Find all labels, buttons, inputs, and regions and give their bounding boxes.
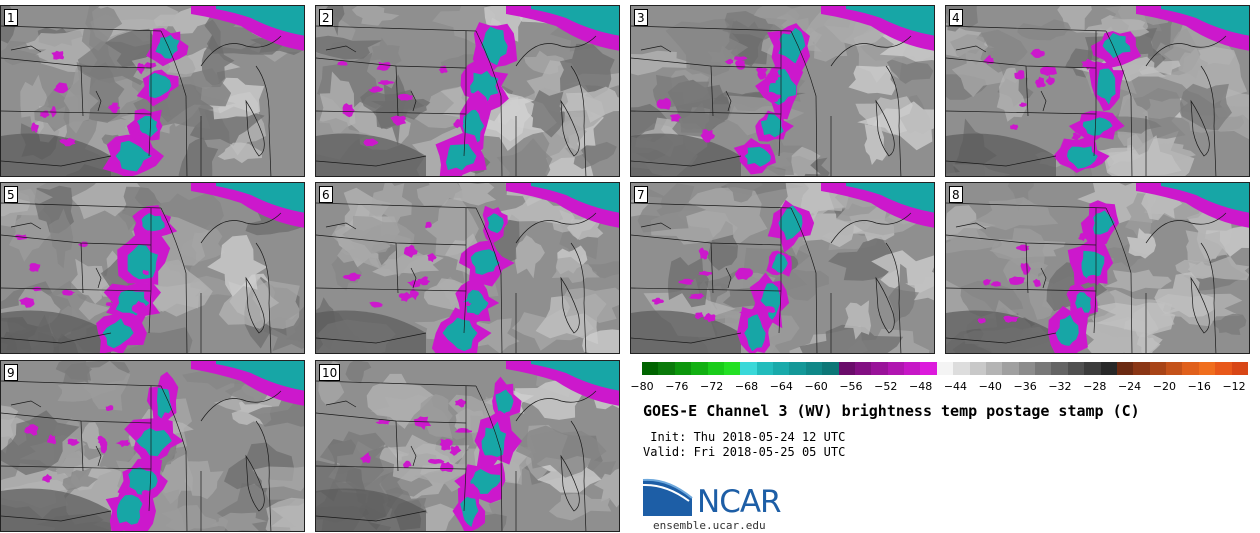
- color-swatch: [642, 362, 659, 375]
- satellite-image: [631, 183, 934, 353]
- color-scale-ticks: −80 −76 −72 −68 −64 −60 −56 −52 −48 −44 −40 −36 −32−…: [630, 380, 1248, 394]
- color-scale-tick-label: −44: [943, 380, 968, 393]
- color-swatch: [658, 362, 675, 375]
- color-scale-bar: [642, 362, 1248, 375]
- color-scale-tick-label: −76: [665, 380, 689, 393]
- satellite-image: [631, 6, 934, 176]
- color-swatch: [740, 362, 757, 375]
- color-swatch: [805, 362, 823, 375]
- color-scale-tick-label: −52: [874, 380, 898, 393]
- satellite-image: [316, 183, 619, 353]
- color-swatch: [674, 362, 692, 375]
- color-scale-tick-label: −56: [839, 380, 863, 393]
- color-swatch: [953, 362, 970, 375]
- color-scale-tick-label: −36: [1013, 380, 1037, 393]
- panel-label: 9: [4, 364, 18, 381]
- color-swatch: [1116, 362, 1134, 375]
- panel-label: 3: [634, 9, 648, 26]
- color-swatch: [1231, 362, 1248, 375]
- panel-label: 4: [949, 9, 963, 26]
- color-swatch: [723, 362, 741, 375]
- map-panel-3: 3: [630, 5, 935, 177]
- satellite-image: [946, 183, 1249, 353]
- color-swatch: [773, 362, 790, 375]
- figure-title: GOES-E Channel 3 (WV) brightness temp po…: [643, 402, 1140, 420]
- color-scale-tick-label: −64: [769, 380, 793, 393]
- color-swatch: [1002, 362, 1019, 375]
- color-scale-tick-label: −28: [1083, 380, 1107, 393]
- color-scale-tick-label: −72: [700, 380, 724, 393]
- init-time: Init: Thu 2018-05-24 12 UTC: [643, 430, 846, 444]
- color-swatch: [1215, 362, 1232, 375]
- panel-label: 5: [4, 186, 18, 203]
- map-panel-2: 2: [315, 5, 620, 177]
- color-swatch: [822, 362, 839, 375]
- logo-text: NCAR: [697, 484, 782, 520]
- color-swatch: [920, 362, 937, 375]
- color-swatch: [838, 362, 855, 375]
- color-swatch: [854, 362, 872, 375]
- color-scale-tick-label: −20: [1152, 380, 1177, 393]
- satellite-image: [1, 361, 304, 531]
- color-swatch: [1149, 362, 1166, 375]
- color-scale-tick-label: −40: [978, 380, 1002, 393]
- color-scale-tick-label: −80: [630, 380, 654, 393]
- satellite-image: [1, 183, 304, 353]
- color-scale-tick-label: −16: [1187, 380, 1211, 393]
- color-scale-tick-label: −60: [804, 380, 828, 393]
- color-swatch: [756, 362, 773, 375]
- panel-label: 10: [319, 364, 341, 381]
- color-scale-tick-label: −48: [909, 380, 933, 393]
- satellite-image: [316, 361, 619, 531]
- color-scale-tick-label: −68: [734, 380, 759, 393]
- color-swatch: [1018, 362, 1035, 375]
- color-swatch: [1067, 362, 1085, 375]
- color-swatch: [969, 362, 986, 375]
- map-panel-10: 10: [315, 360, 620, 532]
- map-panel-7: 7: [630, 182, 935, 354]
- color-swatch: [936, 362, 954, 375]
- site-url: ensemble.ucar.edu: [653, 519, 766, 532]
- map-panel-8: 8: [945, 182, 1250, 354]
- color-swatch: [871, 362, 888, 375]
- ncar-logo-icon: [642, 478, 693, 516]
- color-swatch: [1133, 362, 1150, 375]
- map-panel-9: 9: [0, 360, 305, 532]
- map-panel-4: 4: [945, 5, 1250, 177]
- color-swatch: [904, 362, 921, 375]
- satellite-image: [1, 6, 304, 176]
- color-swatch: [789, 362, 806, 375]
- color-scale-tick-label: −32: [1048, 380, 1072, 393]
- color-swatch: [1182, 362, 1199, 375]
- color-swatch: [691, 362, 708, 375]
- color-swatch: [1051, 362, 1068, 375]
- panel-label: 2: [319, 9, 333, 26]
- color-swatch: [1166, 362, 1183, 375]
- panel-label: 6: [319, 186, 333, 203]
- color-swatch: [1100, 362, 1117, 375]
- color-swatch: [985, 362, 1003, 375]
- color-swatch: [1084, 362, 1101, 375]
- color-swatch: [887, 362, 904, 375]
- color-swatch: [707, 362, 724, 375]
- satellite-image: [316, 6, 619, 176]
- valid-time: Valid: Fri 2018-05-25 05 UTC: [643, 445, 846, 459]
- panel-label: 8: [949, 186, 963, 203]
- map-panel-5: 5: [0, 182, 305, 354]
- color-swatch: [1035, 362, 1052, 375]
- color-scale-tick-label: −24: [1117, 380, 1142, 393]
- panel-label: 7: [634, 186, 648, 203]
- color-scale-tick-label: −12: [1222, 380, 1246, 393]
- map-panel-6: 6: [315, 182, 620, 354]
- panel-label: 1: [4, 9, 18, 26]
- color-swatch: [1198, 362, 1216, 375]
- map-panel-1: 1: [0, 5, 305, 177]
- satellite-image: [946, 6, 1249, 176]
